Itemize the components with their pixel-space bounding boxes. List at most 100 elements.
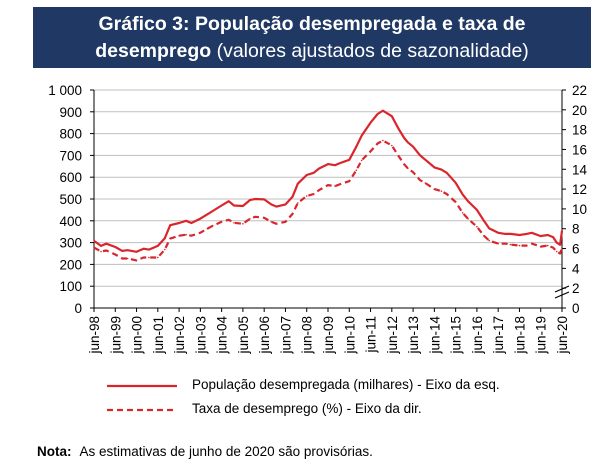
data-point-rate (275, 223, 278, 225)
y-left-tick-label: 600 (59, 170, 82, 185)
data-point-population (403, 137, 406, 139)
x-tick-label: jun-14 (427, 316, 442, 355)
data-point-rate (190, 234, 193, 237)
data-point-rate (297, 202, 299, 204)
chart-title-box: Gráfico 3: População desempregada e taxa… (33, 7, 591, 68)
data-point-population (206, 213, 209, 216)
x-tick-label: jun-17 (491, 316, 506, 355)
data-point-population (135, 251, 138, 253)
data-point-population (254, 198, 256, 200)
data-point-population (275, 205, 278, 208)
axis-break-mark (554, 291, 570, 299)
data-point-population (126, 249, 129, 251)
data-point-population (312, 172, 315, 174)
data-point-rate (93, 246, 95, 249)
chart-title-line2: desemprego (valores ajustados de sazonal… (33, 38, 591, 65)
data-point-rate (220, 221, 223, 223)
legend-swatch-dashed (107, 408, 177, 412)
y-right-tick-label: 20 (572, 103, 587, 118)
data-point-population (142, 247, 145, 250)
data-point-population (504, 233, 507, 235)
data-point-population (355, 145, 358, 148)
data-point-population (185, 220, 187, 222)
data-point-population (391, 115, 393, 117)
y-left-tick-label: 1 000 (48, 83, 82, 98)
data-point-population (419, 154, 421, 157)
data-point-rate (518, 244, 521, 247)
x-tick-label: jun-13 (406, 316, 421, 355)
x-tick-label: jun-04 (215, 316, 230, 355)
data-point-rate (355, 169, 358, 172)
data-point-rate (142, 256, 145, 259)
x-tick-label: jun-99 (108, 316, 123, 355)
data-point-rate (419, 179, 421, 181)
data-point-population (546, 234, 549, 236)
y-left-tick-label: 0 (74, 301, 82, 316)
data-point-population (242, 205, 244, 207)
data-point-population (433, 166, 436, 169)
data-point-rate (407, 167, 409, 170)
data-point-population (412, 145, 414, 148)
data-point-rate (555, 250, 558, 253)
data-point-population (100, 245, 102, 247)
data-point-rate (199, 231, 202, 234)
legend-label-unemployment-rate: Taxa de desemprego (%) - Eixo da dir. (192, 401, 422, 416)
y-right-tick-label: 12 (572, 182, 587, 197)
data-point-rate (206, 227, 209, 230)
y-right-tick-label: 18 (572, 123, 587, 138)
data-point-population (376, 113, 379, 115)
y-left-tick-label: 100 (59, 279, 82, 294)
x-tick-label: jun-98 (87, 316, 102, 355)
data-point-population (561, 229, 563, 232)
y-left-tick-label: 800 (59, 127, 82, 142)
data-point-rate (391, 144, 393, 147)
data-point-population (454, 181, 457, 184)
y-right-tick-label: 14 (572, 162, 588, 177)
chart-title-bold: desemprego (95, 40, 212, 62)
data-point-rate (360, 159, 363, 162)
data-point-rate (148, 256, 150, 259)
data-point-population (318, 167, 320, 170)
x-tick-label: jun-06 (257, 316, 272, 355)
data-point-population (467, 200, 469, 202)
x-tick-label: jun-03 (193, 316, 208, 355)
x-tick-label: jun-19 (534, 316, 549, 355)
y-right-tick-label: 22 (572, 83, 587, 98)
data-point-rate (552, 246, 554, 249)
data-point-rate (114, 253, 117, 256)
footnote-text: As estimativas de junho de 2020 são prov… (79, 444, 373, 459)
data-point-population (497, 232, 500, 234)
data-point-rate (157, 256, 159, 259)
data-point-population (445, 172, 448, 174)
data-point-rate (488, 239, 491, 242)
data-point-population (476, 209, 478, 211)
data-point-rate (169, 237, 171, 240)
data-point-population (93, 240, 95, 242)
data-point-rate (263, 217, 266, 219)
data-point-population (483, 220, 485, 222)
data-point-population (424, 159, 427, 161)
data-point-population (440, 168, 443, 171)
data-point-population (297, 182, 299, 185)
data-point-rate (327, 184, 329, 186)
data-point-population (398, 128, 400, 130)
data-point-population (461, 193, 464, 196)
data-point-population (114, 246, 117, 248)
data-point-rate (561, 246, 563, 249)
data-point-rate (339, 183, 342, 185)
x-tick-label: jun-09 (321, 316, 336, 355)
y-left-tick-label: 200 (59, 257, 82, 272)
chart-title-line1: Gráfico 3: População desempregada e taxa… (98, 13, 526, 35)
y-right-tick-label: 4 (572, 261, 580, 276)
x-tick-label: jun-02 (172, 316, 187, 355)
data-point-rate (227, 219, 230, 221)
data-point-population (382, 109, 384, 112)
x-tick-label: jun-18 (512, 316, 527, 355)
y-right-tick-label: 16 (572, 142, 587, 157)
data-point-population (157, 245, 159, 247)
data-point-population (531, 232, 533, 234)
footnote: Nota: As estimativas de junho de 2020 são… (37, 444, 373, 459)
y-right-tick-label: 10 (572, 202, 587, 217)
data-point-population (555, 241, 558, 244)
